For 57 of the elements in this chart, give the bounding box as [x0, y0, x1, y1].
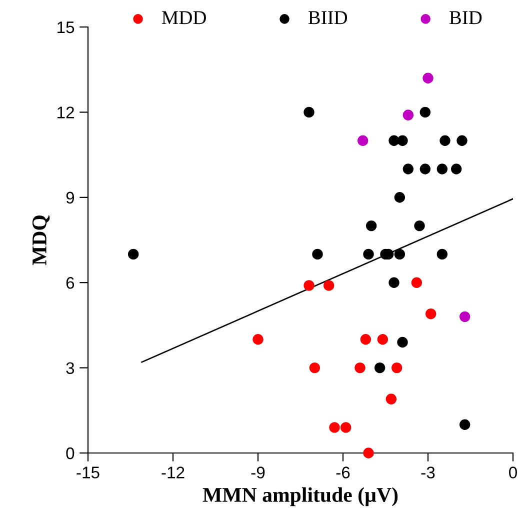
point [360, 334, 372, 345]
x-tick-label: -3 [421, 466, 435, 478]
point [340, 422, 352, 433]
x-axis-title: MMN amplitude (µV) [202, 487, 398, 506]
point [374, 362, 386, 374]
point [386, 394, 397, 404]
point [377, 334, 388, 345]
point [394, 192, 406, 203]
point [436, 248, 448, 260]
point [422, 72, 434, 84]
point [252, 334, 264, 345]
x-tick-label: -9 [251, 466, 265, 478]
legend-label: BID [449, 11, 482, 24]
point [388, 135, 400, 146]
point [420, 106, 431, 118]
x-tick-label: -12 [162, 466, 184, 478]
point [309, 362, 320, 374]
point [363, 448, 374, 458]
legend-label: MDD [162, 11, 206, 24]
point [354, 362, 366, 374]
y-tick-label: 9 [66, 192, 74, 204]
point [366, 220, 377, 232]
point [402, 110, 414, 120]
point [414, 220, 425, 232]
point [304, 280, 314, 291]
point [397, 135, 408, 146]
x-tick-label: -15 [76, 466, 100, 478]
point [440, 135, 450, 146]
point [459, 311, 470, 322]
point [394, 248, 406, 260]
point [388, 277, 400, 288]
point [436, 164, 448, 174]
y-axis-title: MDQ [32, 215, 50, 266]
point [329, 422, 340, 433]
point [402, 164, 414, 174]
y-tick-label: 0 [66, 447, 74, 460]
y-tick-label: 3 [66, 362, 74, 374]
point [411, 277, 422, 288]
point [425, 308, 436, 320]
x-tick-label: -6 [336, 466, 350, 478]
x-tick-label: 0 [509, 466, 517, 478]
point [459, 419, 470, 430]
point [323, 280, 334, 291]
y-tick-label: 12 [58, 106, 74, 118]
point [363, 248, 374, 260]
point [391, 362, 402, 374]
point [304, 106, 314, 118]
point [397, 336, 408, 348]
point [456, 135, 468, 146]
point [357, 135, 368, 146]
legend-label: BIID [308, 11, 348, 24]
y-tick-label: 15 [58, 22, 74, 34]
point [420, 164, 431, 174]
y-tick-label: 6 [66, 277, 74, 289]
point [450, 164, 462, 174]
point [128, 248, 139, 260]
point [312, 248, 323, 260]
